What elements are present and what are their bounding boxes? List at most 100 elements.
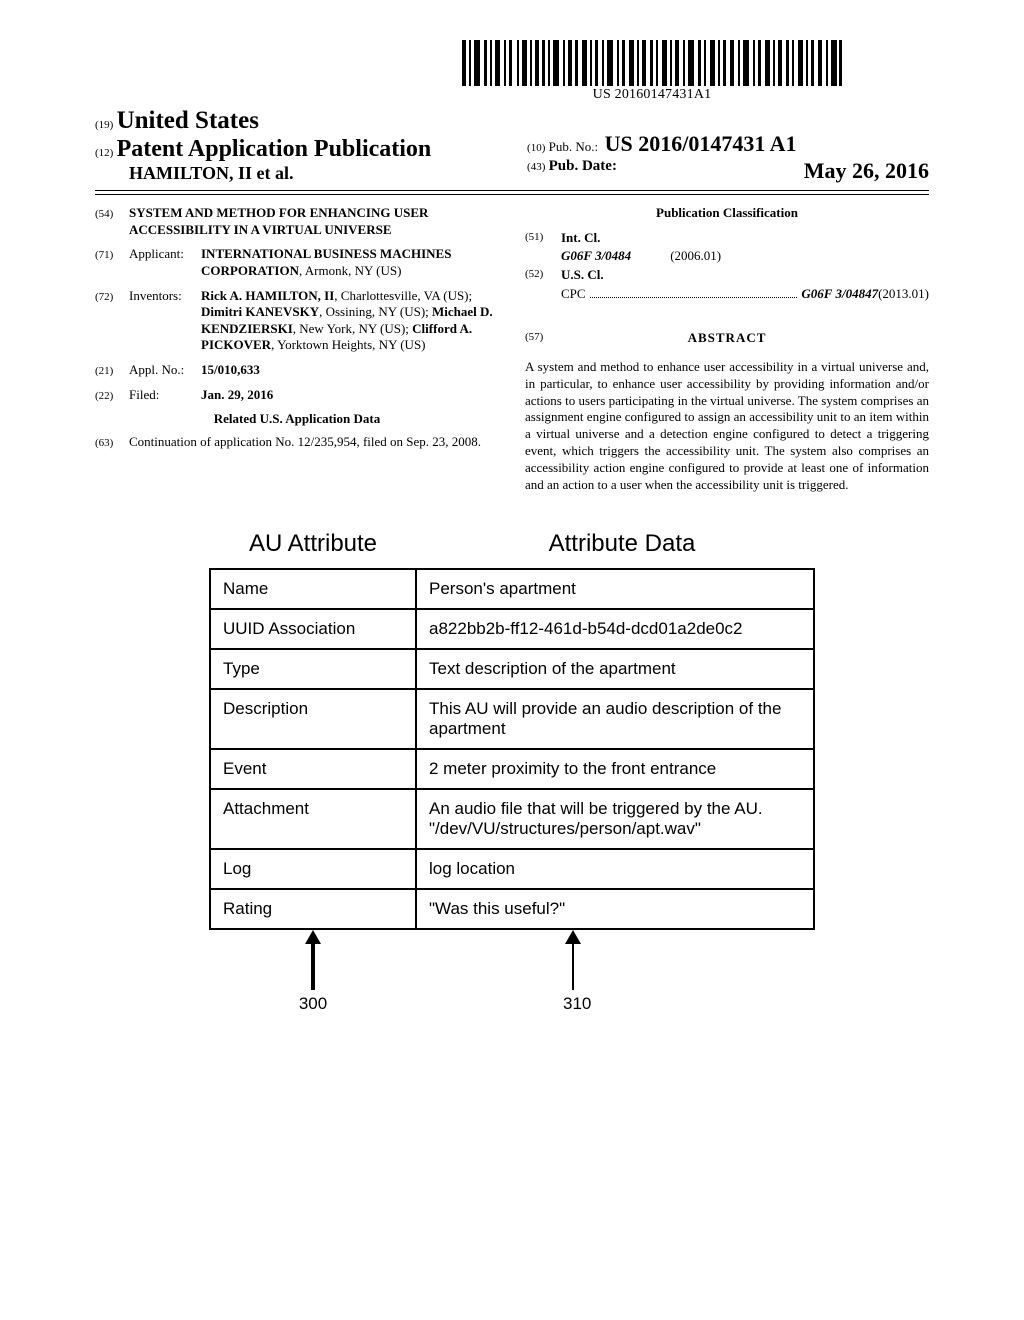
pub-no-num: (10) bbox=[527, 142, 545, 154]
right-column: Publication Classification (51) Int. Cl.… bbox=[525, 205, 929, 494]
table-row: Loglog location bbox=[210, 849, 814, 889]
intcl-code: G06F 3/0484 bbox=[561, 248, 631, 263]
uscl-row: (52) U.S. Cl. bbox=[525, 267, 929, 284]
au-data: An audio file that will be triggered by … bbox=[416, 789, 814, 849]
applno-field: (21) Appl. No.: 15/010,633 bbox=[95, 362, 499, 379]
pub-date-line: (43) Pub. Date: May 26, 2016 bbox=[527, 158, 929, 184]
arrow-up-icon bbox=[303, 930, 323, 990]
title-text: SYSTEM AND METHOD FOR ENHANCING USER ACC… bbox=[129, 205, 499, 238]
table-row: TypeText description of the apartment bbox=[210, 649, 814, 689]
table-row: UUID Associationa822bb2b-ff12-461d-b54d-… bbox=[210, 609, 814, 649]
intcl-row: (51) Int. Cl. bbox=[525, 230, 929, 247]
barcode-label: US 20160147431A1 bbox=[462, 87, 842, 103]
filed-value: Jan. 29, 2016 bbox=[201, 387, 499, 404]
cpc-lead: CPC bbox=[561, 286, 586, 303]
au-attr: Rating bbox=[210, 889, 416, 929]
cont-text: Continuation of application No. 12/235,9… bbox=[129, 434, 499, 451]
patent-page: US 20160147431A1 (19) United States (12)… bbox=[0, 0, 1024, 1320]
cpc-date: (2013.01) bbox=[878, 286, 929, 303]
pub-date-label: Pub. Date: bbox=[549, 158, 617, 174]
inv4-loc: , Yorktown Heights, NY (US) bbox=[271, 337, 425, 352]
table-row: Event2 meter proximity to the front entr… bbox=[210, 749, 814, 789]
arrow-right: 310 bbox=[423, 930, 821, 1014]
figure-title-left: AU Attribute bbox=[203, 530, 423, 558]
inv2-loc: , Ossining, NY (US); bbox=[319, 304, 432, 319]
au-data: Text description of the apartment bbox=[416, 649, 814, 689]
table-row: AttachmentAn audio file that will be tri… bbox=[210, 789, 814, 849]
intcl-value-row: G06F 3/0484 (2006.01) bbox=[525, 248, 929, 265]
inv3-loc: , New York, NY (US); bbox=[293, 321, 412, 336]
table-row: Rating"Was this useful?" bbox=[210, 889, 814, 929]
ref-left: 300 bbox=[299, 994, 327, 1014]
applicant-field: (71) Applicant: INTERNATIONAL BUSINESS M… bbox=[95, 246, 499, 279]
arrow-left: 300 bbox=[203, 930, 423, 1014]
au-attr: Description bbox=[210, 689, 416, 749]
filed-num: (22) bbox=[95, 387, 129, 404]
au-data: a822bb2b-ff12-461d-b54d-dcd01a2de0c2 bbox=[416, 609, 814, 649]
doc-type: Patent Application Publication bbox=[117, 136, 432, 162]
au-data: This AU will provide an audio descriptio… bbox=[416, 689, 814, 749]
left-column: (54) SYSTEM AND METHOD FOR ENHANCING USE… bbox=[95, 205, 499, 494]
barcode-region: US 20160147431A1 bbox=[95, 40, 929, 103]
applno-num: (21) bbox=[95, 362, 129, 379]
inventors-field: (72) Inventors: Rick A. HAMILTON, II, Ch… bbox=[95, 288, 499, 355]
inventors-label: Inventors: bbox=[129, 288, 201, 355]
rule-top bbox=[95, 190, 929, 191]
intcl-num: (51) bbox=[525, 230, 561, 247]
cpc-value: G06F 3/04847 bbox=[801, 286, 878, 303]
applicant-num: (71) bbox=[95, 246, 129, 279]
title-num: (54) bbox=[95, 205, 129, 238]
applno-value: 15/010,633 bbox=[201, 362, 499, 379]
figure-arrows: 300 310 bbox=[95, 930, 929, 1014]
doc-type-line: (12) Patent Application Publication bbox=[95, 136, 517, 163]
au-data: "Was this useful?" bbox=[416, 889, 814, 929]
doc-type-num: (12) bbox=[95, 147, 113, 159]
title-field: (54) SYSTEM AND METHOD FOR ENHANCING USE… bbox=[95, 205, 499, 238]
author-line: HAMILTON, II et al. bbox=[95, 163, 517, 184]
au-attr: UUID Association bbox=[210, 609, 416, 649]
country: United States bbox=[117, 107, 259, 134]
pub-no-value: US 2016/0147431 A1 bbox=[605, 131, 797, 156]
inventors-content: Rick A. HAMILTON, II, Charlottesville, V… bbox=[201, 288, 499, 355]
barcode: US 20160147431A1 bbox=[462, 40, 842, 103]
table-row: DescriptionThis AU will provide an audio… bbox=[210, 689, 814, 749]
cpc-row: CPC G06F 3/04847 (2013.01) bbox=[525, 286, 929, 303]
abstract-label: ABSTRACT bbox=[561, 330, 893, 347]
continuation-field: (63) Continuation of application No. 12/… bbox=[95, 434, 499, 451]
pub-no-label: Pub. No.: bbox=[549, 139, 598, 154]
arrow-up-icon bbox=[563, 930, 583, 990]
uscl-num: (52) bbox=[525, 267, 561, 284]
filed-field: (22) Filed: Jan. 29, 2016 bbox=[95, 387, 499, 404]
figure-titles: AU Attribute Attribute Data bbox=[95, 530, 929, 558]
biblio-columns: (54) SYSTEM AND METHOD FOR ENHANCING USE… bbox=[95, 205, 929, 494]
pub-date-num: (43) bbox=[527, 161, 545, 173]
abstract-text: A system and method to enhance user acce… bbox=[525, 359, 929, 494]
abstract-num: (57) bbox=[525, 330, 561, 347]
pub-date-value: May 26, 2016 bbox=[804, 158, 929, 184]
au-attr: Event bbox=[210, 749, 416, 789]
related-header: Related U.S. Application Data bbox=[95, 411, 499, 428]
ref-right: 310 bbox=[563, 994, 591, 1014]
inv1-loc: , Charlottesville, VA (US); bbox=[334, 288, 472, 303]
au-attr: Name bbox=[210, 569, 416, 609]
applno-label: Appl. No.: bbox=[129, 362, 201, 379]
rule-top-2 bbox=[95, 194, 929, 195]
applicant-loc: , Armonk, NY (US) bbox=[299, 263, 401, 278]
au-attr: Attachment bbox=[210, 789, 416, 849]
au-data: Person's apartment bbox=[416, 569, 814, 609]
intcl-label: Int. Cl. bbox=[561, 230, 929, 247]
applicant-content: INTERNATIONAL BUSINESS MACHINES CORPORAT… bbox=[201, 246, 499, 279]
au-data: 2 meter proximity to the front entrance bbox=[416, 749, 814, 789]
au-table: NamePerson's apartment UUID Associationa… bbox=[209, 568, 815, 930]
inv1-name: Rick A. HAMILTON, II bbox=[201, 288, 334, 303]
classification-header: Publication Classification bbox=[525, 205, 929, 222]
header: (19) United States (12) Patent Applicati… bbox=[95, 107, 929, 184]
country-line: (19) United States bbox=[95, 107, 517, 135]
uscl-label: U.S. Cl. bbox=[561, 267, 929, 284]
country-num: (19) bbox=[95, 119, 113, 131]
intcl-date: (2006.01) bbox=[670, 248, 721, 263]
pub-no-line: (10) Pub. No.: US 2016/0147431 A1 bbox=[527, 131, 929, 157]
inv2-name: Dimitri KANEVSKY bbox=[201, 304, 319, 319]
au-attr: Type bbox=[210, 649, 416, 689]
au-attr: Log bbox=[210, 849, 416, 889]
